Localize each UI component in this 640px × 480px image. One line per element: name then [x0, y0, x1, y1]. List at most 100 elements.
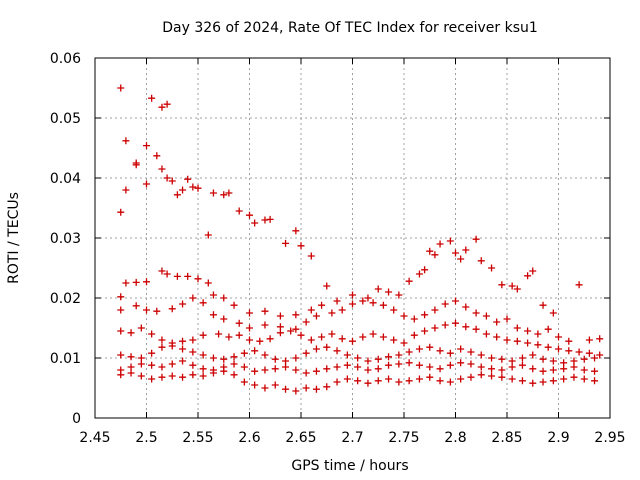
data-point: [137, 360, 145, 368]
data-point: [488, 372, 496, 380]
data-point: [580, 375, 588, 383]
data-point: [452, 319, 459, 327]
data-point: [302, 384, 310, 392]
data-point: [390, 306, 398, 314]
data-point: [276, 323, 284, 331]
data-point: [457, 359, 465, 367]
data-point: [292, 387, 300, 395]
data-point: [199, 331, 207, 339]
data-point: [307, 336, 315, 344]
data-point: [261, 351, 269, 359]
data-point: [405, 277, 413, 285]
y-tick-label: 0.06: [50, 51, 81, 67]
data-point: [385, 361, 393, 369]
data-point: [359, 333, 367, 341]
data-point: [503, 336, 511, 344]
data-point: [585, 336, 593, 344]
data-point: [246, 211, 253, 219]
data-point: [179, 300, 187, 308]
data-point: [148, 94, 156, 102]
data-point: [591, 367, 599, 375]
y-axis-label: ROTI / TECUs: [6, 192, 22, 284]
data-point: [230, 353, 238, 361]
data-point: [261, 307, 269, 315]
data-point: [179, 373, 187, 381]
data-point: [374, 377, 382, 385]
data-point: [518, 361, 526, 369]
data-point: [117, 327, 125, 335]
data-point: [431, 306, 439, 314]
data-point: [282, 357, 290, 365]
data-point: [209, 189, 217, 197]
data-point: [189, 348, 197, 356]
data-point: [477, 363, 485, 371]
data-point: [148, 349, 156, 357]
data-point: [498, 373, 506, 381]
data-point: [251, 219, 259, 227]
data-point: [312, 345, 320, 353]
data-point: [529, 365, 537, 373]
data-point: [555, 333, 562, 341]
data-point: [477, 257, 485, 265]
data-point: [209, 369, 217, 377]
data-point: [122, 137, 130, 145]
data-point: [374, 355, 382, 363]
data-point: [153, 307, 161, 315]
data-point: [137, 324, 145, 332]
data-point: [246, 309, 253, 317]
data-point: [513, 324, 521, 332]
data-point: [426, 363, 434, 371]
data-point: [395, 291, 403, 299]
data-point: [307, 306, 315, 314]
data-point: [292, 366, 300, 374]
data-point: [199, 299, 207, 307]
data-point: [467, 360, 475, 368]
data-point: [143, 306, 150, 314]
data-point: [127, 353, 135, 361]
data-point: [343, 361, 351, 369]
data-point: [312, 385, 320, 393]
data-point: [560, 365, 568, 373]
y-tick-label: 0.01: [50, 351, 81, 367]
data-point: [266, 215, 274, 223]
data-point: [529, 267, 537, 275]
data-point: [508, 375, 516, 383]
data-point: [173, 191, 181, 199]
data-point: [158, 336, 166, 344]
data-point: [415, 361, 423, 369]
data-point: [117, 351, 125, 359]
data-point: [143, 180, 150, 188]
data-point: [168, 342, 176, 350]
data-point: [276, 312, 284, 320]
data-point: [148, 361, 156, 369]
data-point: [436, 240, 444, 248]
data-point: [400, 339, 408, 347]
data-point: [575, 348, 583, 356]
data-point: [323, 282, 331, 290]
data-point: [338, 335, 346, 343]
data-point: [369, 330, 377, 338]
data-point: [256, 337, 264, 345]
data-point: [318, 333, 326, 341]
data-point: [555, 345, 562, 353]
data-point: [472, 309, 480, 317]
data-point: [179, 357, 187, 365]
data-point: [297, 242, 305, 250]
data-point: [364, 294, 372, 302]
x-tick-label: 2.7: [341, 430, 363, 446]
data-point: [220, 315, 228, 323]
data-point: [539, 367, 547, 375]
data-point: [209, 354, 217, 362]
data-point: [426, 343, 434, 351]
data-point: [426, 373, 434, 381]
data-point: [364, 357, 372, 365]
data-point: [596, 335, 604, 343]
data-point: [426, 247, 434, 255]
data-point: [591, 377, 599, 385]
data-point: [441, 321, 449, 329]
x-tick-label: 2.55: [182, 430, 213, 446]
data-point: [410, 331, 418, 339]
data-point: [158, 267, 166, 275]
data-point: [452, 297, 459, 305]
